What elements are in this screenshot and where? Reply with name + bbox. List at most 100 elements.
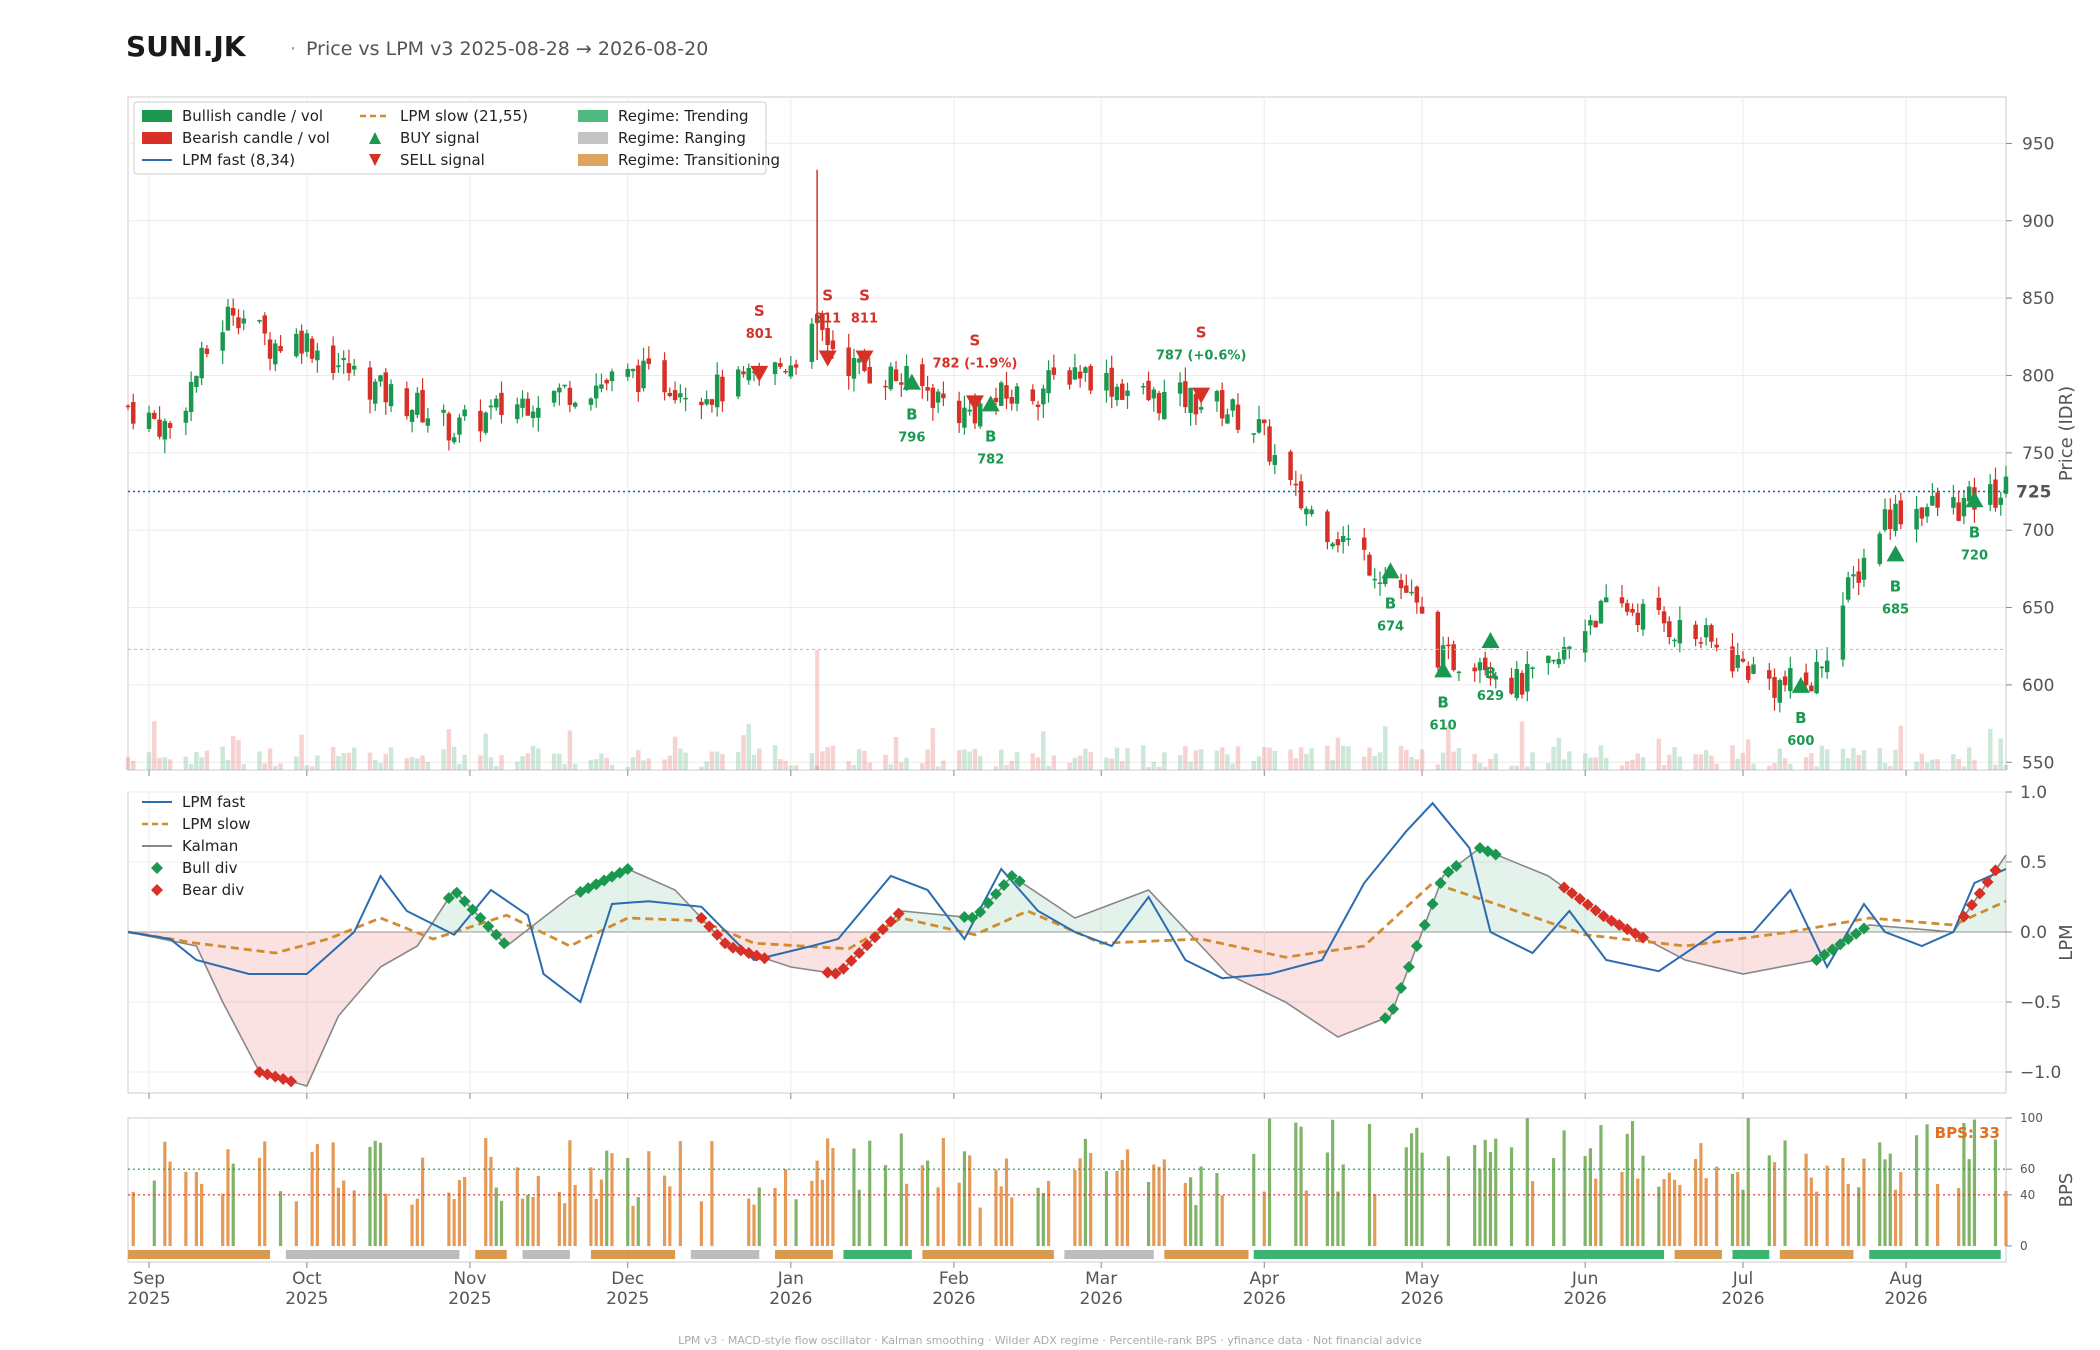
candle-body [383, 372, 389, 403]
candle-body [225, 306, 231, 331]
candle-body [1777, 680, 1783, 703]
bps-bar [520, 1198, 525, 1246]
volume-bar [330, 747, 336, 770]
candle-body [188, 381, 194, 413]
candle-body [441, 409, 446, 413]
candle-body [1603, 597, 1609, 603]
candle-body [457, 417, 462, 435]
x-tick-year: 2026 [1243, 1289, 1286, 1309]
lpm-legend: LPM fast LPM slow Kalman Bull div Bear div [142, 793, 251, 899]
candle-body [220, 332, 225, 351]
volume-bar [793, 765, 799, 770]
candle-body [1256, 419, 1262, 433]
volume-bar [920, 763, 925, 770]
volume-bar [1367, 747, 1372, 770]
ticker-title: SUNI.JK [126, 30, 246, 63]
legend-label: LPM slow [182, 815, 251, 833]
bps-bar [1304, 1190, 1308, 1246]
candle-body [1882, 509, 1888, 531]
candle-body [599, 384, 604, 389]
volume-bar [1435, 764, 1441, 770]
candle-body [1230, 399, 1235, 411]
volume-bar [851, 764, 857, 770]
bear-divergence-marker [1957, 910, 1970, 923]
regime-strip-segment [1732, 1250, 1770, 1259]
bull-divergence-marker [1410, 940, 1423, 952]
volume-bar [1788, 763, 1793, 770]
candle-body [1372, 578, 1377, 581]
candle-body [846, 347, 851, 376]
x-tick-year: 2026 [1400, 1289, 1443, 1309]
lpm-plot-frame [127, 791, 2007, 1094]
bps-bar [1962, 1122, 1966, 1246]
candle-body [714, 374, 720, 408]
candle-body [425, 418, 431, 426]
bps-bar [573, 1185, 577, 1246]
volume-bar [678, 748, 683, 770]
buy-signal-marker [1381, 562, 1400, 579]
lpm-tick-label: −0.5 [2020, 993, 2061, 1013]
legend-swatch [369, 132, 381, 144]
volume-bar [1377, 752, 1383, 770]
candle-body [1630, 609, 1635, 613]
bps-bar [647, 1151, 651, 1246]
volume-bar [304, 765, 310, 770]
candle-body [157, 419, 162, 437]
candle-body [451, 437, 457, 443]
volume-bar [1372, 756, 1377, 770]
candle-body [962, 407, 967, 428]
candle-body [941, 393, 946, 399]
volume-bar [1819, 745, 1825, 770]
volume-bar [1077, 755, 1083, 770]
volume-bar [625, 766, 630, 770]
volume-bar [530, 745, 536, 770]
bps-bar [826, 1138, 830, 1246]
bps-bar [1262, 1191, 1266, 1246]
bps-bar [1373, 1193, 1377, 1246]
volume-bar [1030, 753, 1036, 770]
bps-bar [978, 1207, 982, 1246]
x-tick-year: 2026 [769, 1289, 812, 1309]
bull-divergence-marker [997, 879, 1010, 891]
candle-body [1435, 611, 1441, 668]
bps-bar [1841, 1158, 1845, 1246]
candle-body [1530, 667, 1535, 670]
volume-bar [131, 760, 136, 770]
lpm-fast-line [127, 801, 2007, 1004]
bear-divergence-marker [1605, 914, 1618, 927]
volume-bar [899, 762, 904, 770]
legend-swatch [142, 132, 172, 144]
bps-bar [1667, 1172, 1671, 1246]
bps-bar [1715, 1166, 1719, 1246]
lpm-tick-label: 0.5 [2020, 853, 2047, 873]
candle-body [262, 315, 268, 334]
volume-bar [1640, 757, 1646, 770]
bps-bar [1694, 1159, 1698, 1246]
volume-bar [1893, 749, 1898, 770]
bps-bar [1299, 1126, 1303, 1246]
candle-body [588, 398, 594, 405]
bull-divergence-marker [1489, 848, 1502, 861]
bps-bar [831, 1148, 835, 1246]
volume-bar [1924, 762, 1930, 770]
subtitle-text: Price vs LPM v3 2025-08-28 → 2026-08-20 [306, 38, 709, 60]
bps-bar [1594, 1178, 1598, 1246]
candle-body [1198, 407, 1204, 410]
candle-body [1072, 367, 1078, 380]
buy-signal-marker [1791, 676, 1810, 693]
candle-body [646, 358, 652, 364]
legend-label: SELL signal [400, 151, 485, 169]
volume-bar [1882, 762, 1888, 770]
volume-bar [299, 734, 304, 770]
candle-body [572, 402, 578, 407]
bps-bar [531, 1196, 535, 1246]
candle-body [1588, 620, 1593, 626]
candle-body [1083, 367, 1088, 374]
candle-body [488, 405, 494, 408]
bps-bar [1825, 1165, 1829, 1246]
volume-bar [1009, 760, 1015, 770]
candle-body [1856, 571, 1861, 583]
volume-bar [1298, 747, 1304, 770]
volume-bar [1630, 759, 1635, 770]
candle-body [1656, 597, 1662, 610]
